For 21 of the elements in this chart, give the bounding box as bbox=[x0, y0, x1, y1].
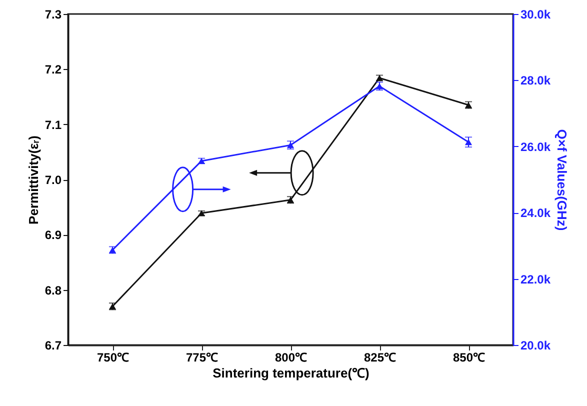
x-tick-label: 825℃ bbox=[364, 350, 396, 364]
y-tick-label: 7.2 bbox=[44, 62, 62, 77]
y2-tick-label: 20.0k bbox=[520, 338, 551, 352]
y2-tick-label: 24.0k bbox=[520, 206, 551, 220]
x-tick-label: 750℃ bbox=[96, 350, 130, 364]
y2-tick-label: 26.0k bbox=[520, 140, 551, 154]
y-axis-title: Permittivity(εᵣ) bbox=[26, 136, 41, 224]
y2-axis-title: Q×f Values(GHz) bbox=[554, 129, 570, 231]
y2-tick-label: 30.0k bbox=[520, 8, 551, 22]
y-tick-label: 6.7 bbox=[44, 338, 62, 352]
x-tick-label: 800℃ bbox=[274, 350, 308, 364]
y-tick-label: 7.1 bbox=[44, 118, 62, 132]
y2-tick-label: 22.0k bbox=[520, 272, 551, 286]
y-tick-label: 7.0 bbox=[44, 173, 62, 187]
y-tick-label: 6.9 bbox=[44, 228, 62, 242]
x-axis-title: Sintering temperature(℃) bbox=[212, 366, 370, 380]
y-tick-label: 7.3 bbox=[44, 8, 62, 22]
y-tick-label: 6.8 bbox=[44, 283, 62, 298]
x-tick-label: 850℃ bbox=[452, 350, 486, 364]
x-tick-label: 775℃ bbox=[186, 350, 218, 364]
y2-tick-label: 28.0k bbox=[520, 74, 551, 88]
